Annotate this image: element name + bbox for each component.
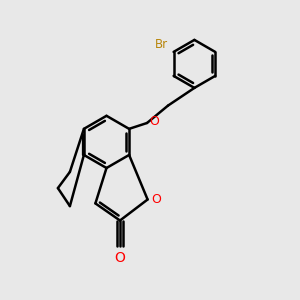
Text: O: O <box>150 115 159 128</box>
Text: Br: Br <box>154 38 168 51</box>
Text: O: O <box>151 193 161 206</box>
Text: O: O <box>115 251 125 265</box>
